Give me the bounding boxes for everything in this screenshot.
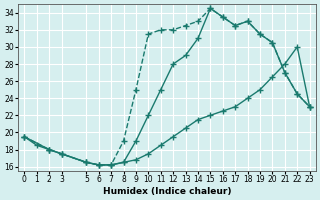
X-axis label: Humidex (Indice chaleur): Humidex (Indice chaleur)	[103, 187, 231, 196]
